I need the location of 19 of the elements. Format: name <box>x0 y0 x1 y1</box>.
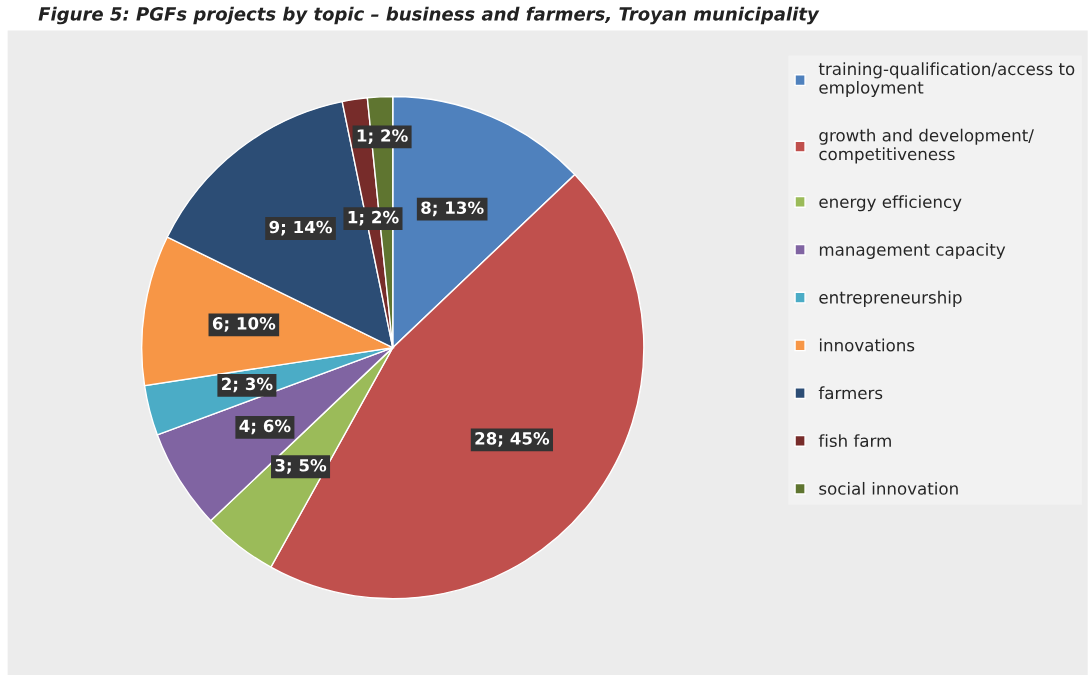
legend-label: fish farm <box>818 434 891 448</box>
legend-label: energy efficiency <box>819 195 962 212</box>
legend-label: training-qualification/access to employment <box>818 62 1075 98</box>
legend-label: social innovation <box>819 481 958 495</box>
data-label: 2; 3% <box>222 377 273 393</box>
legend-label: growth and development/ competitiveness <box>819 128 1034 164</box>
data-label: 9; 14% <box>269 220 332 236</box>
data-label: 28; 45% <box>475 432 550 447</box>
data-label: 4; 6% <box>239 419 291 435</box>
chart-title: Figure 5: PGFs projects by topic – business and farmers, Troyan municipality <box>38 6 820 25</box>
data-label: 3; 5% <box>275 458 327 474</box>
data-label: 6; 10% <box>212 317 276 332</box>
legend-label: innovations <box>819 338 915 352</box>
data-label: 1; 2% <box>357 129 408 144</box>
data-label: 8; 13% <box>421 201 484 217</box>
data-label: 1; 2% <box>348 210 399 226</box>
legend-label: entrepreneurship <box>819 290 962 307</box>
legend-label: management capacity <box>819 242 1006 260</box>
legend-label: farmers <box>818 386 883 400</box>
